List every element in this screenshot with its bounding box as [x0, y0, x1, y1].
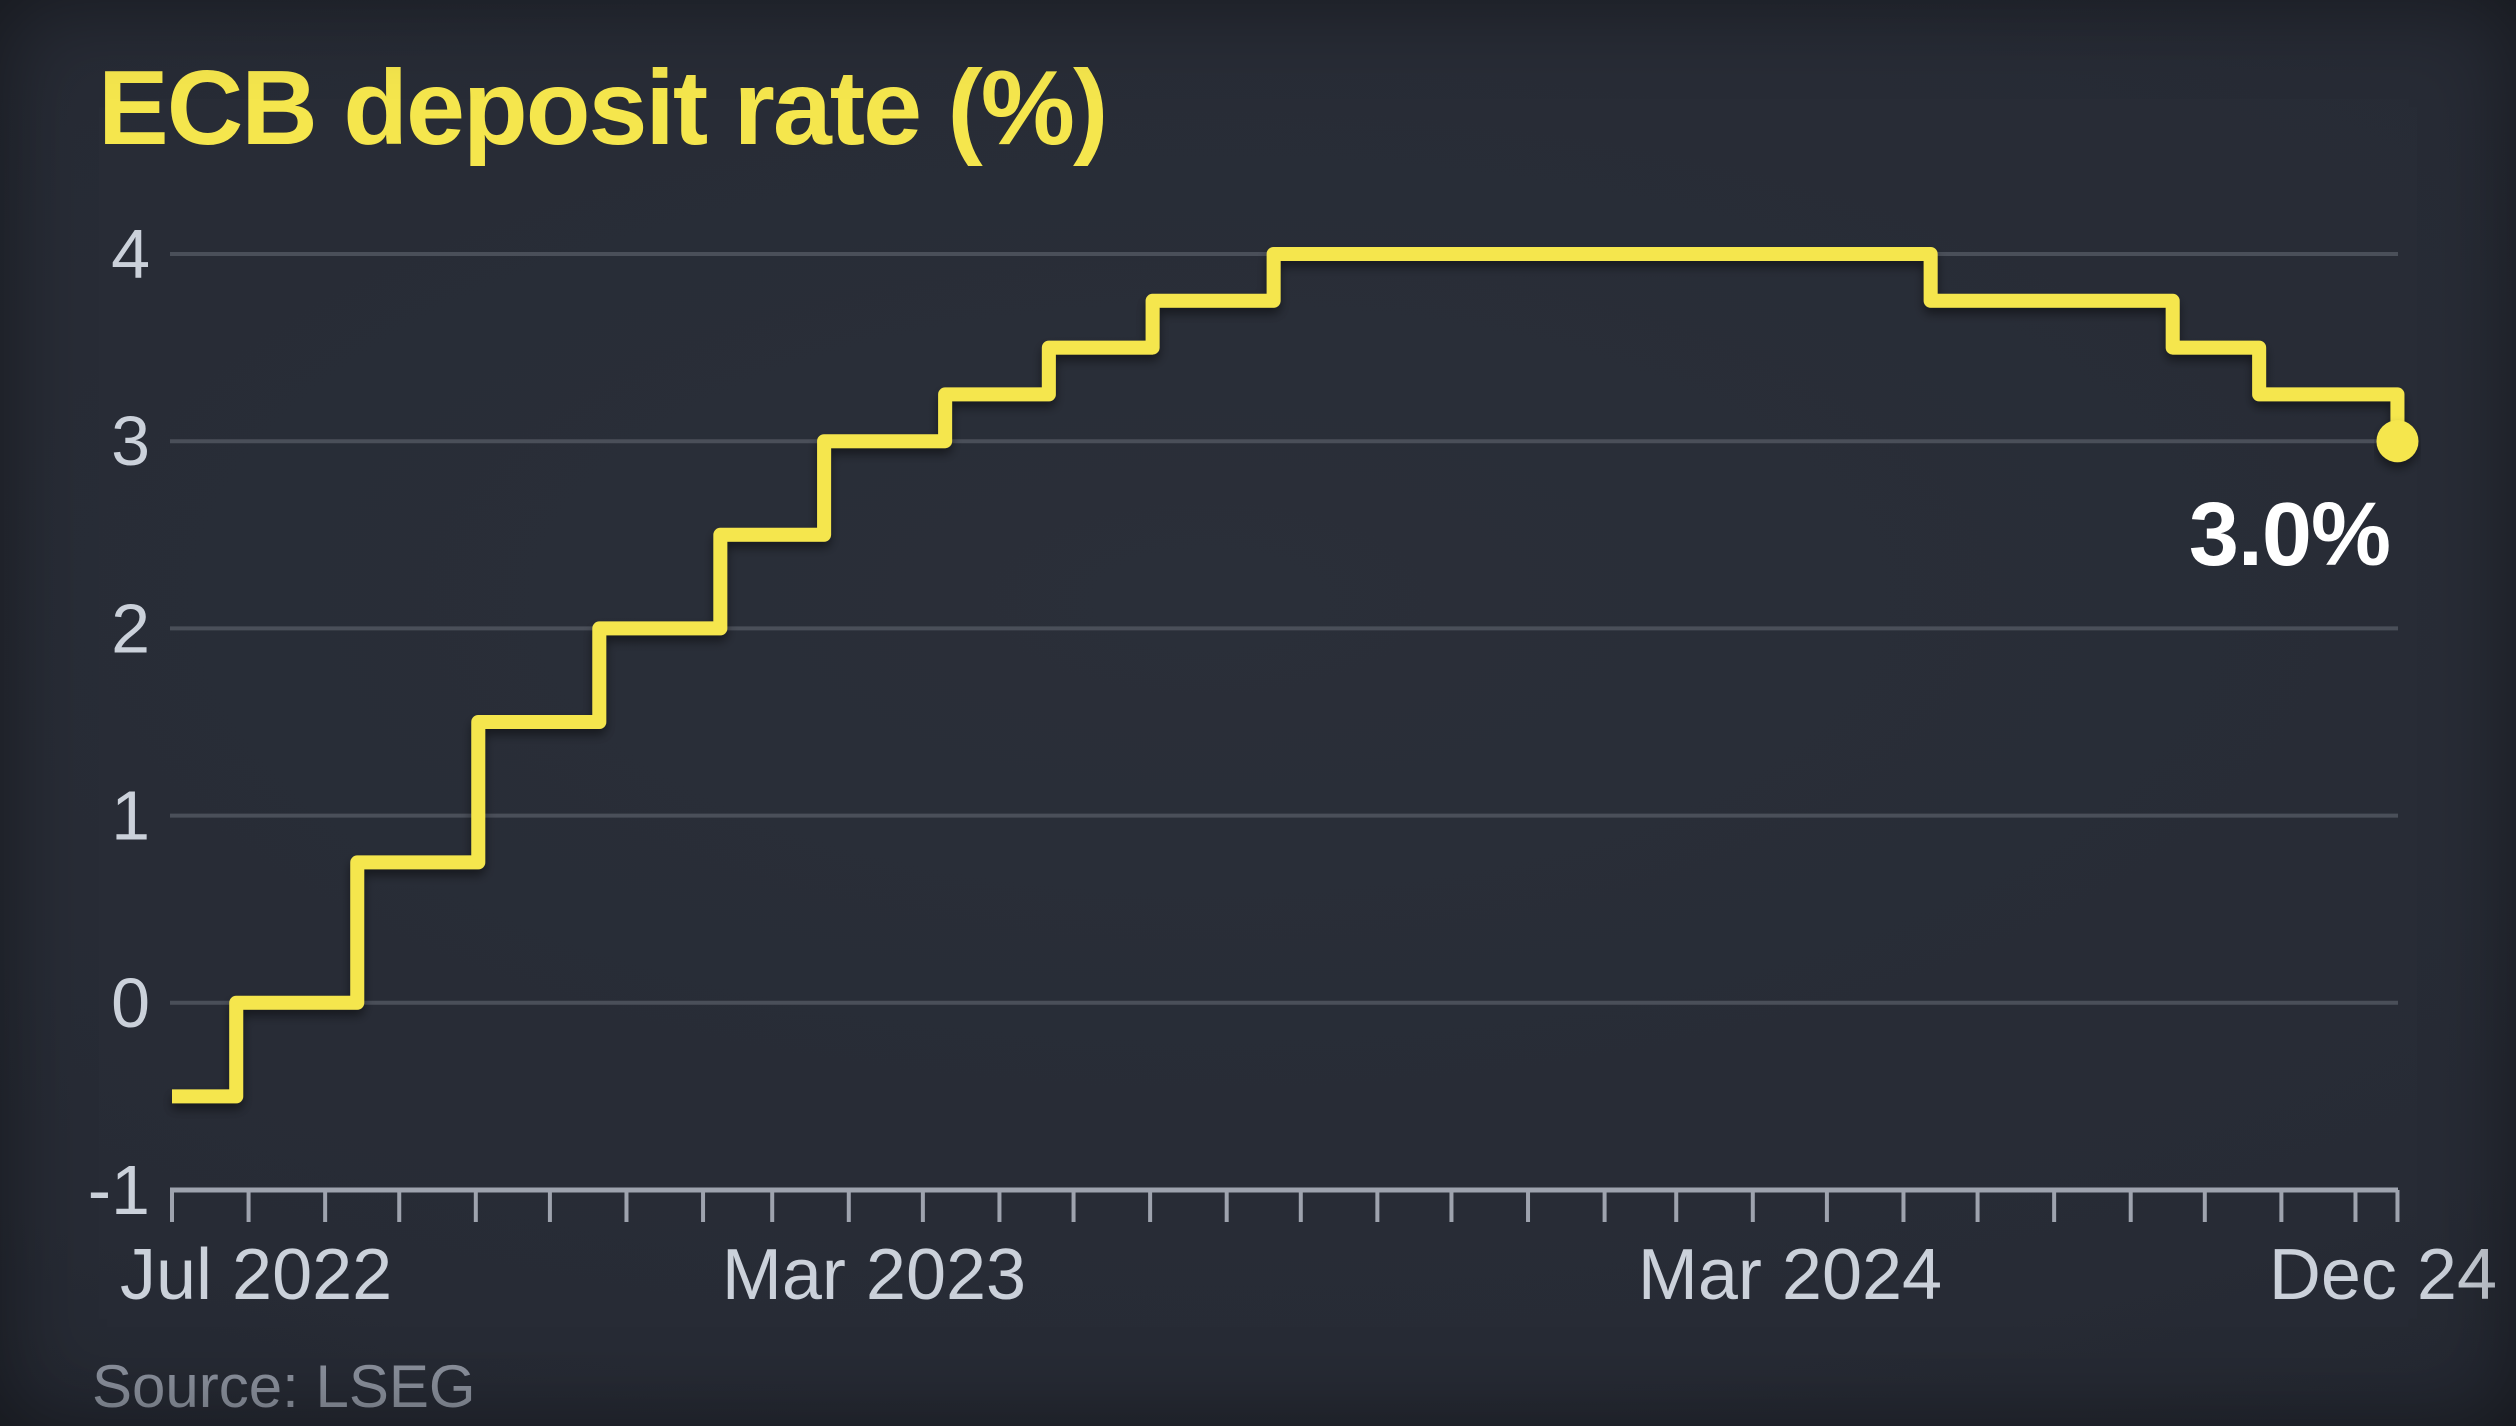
x-tick-label: Mar 2024	[1638, 1235, 1942, 1315]
source-note: Source: LSEG	[92, 1353, 476, 1420]
x-tick-label: Dec 24	[2269, 1235, 2497, 1315]
y-tick-label: 1	[111, 777, 150, 855]
y-tick-label: -1	[88, 1151, 150, 1229]
latest-value-dot	[2376, 420, 2419, 463]
latest-value-label: 3.0%	[2188, 485, 2391, 585]
y-tick-label: 2	[111, 589, 150, 667]
rate-step-line	[172, 247, 2405, 1104]
chart-title: ECB deposit rate (%)	[98, 49, 1108, 167]
x-tick-label: Mar 2023	[722, 1235, 1026, 1315]
y-tick-label: 0	[111, 964, 150, 1042]
y-tick-label: 3	[111, 402, 150, 480]
x-tick-label: Jul 2022	[120, 1235, 392, 1315]
y-tick-label: 4	[111, 215, 150, 293]
